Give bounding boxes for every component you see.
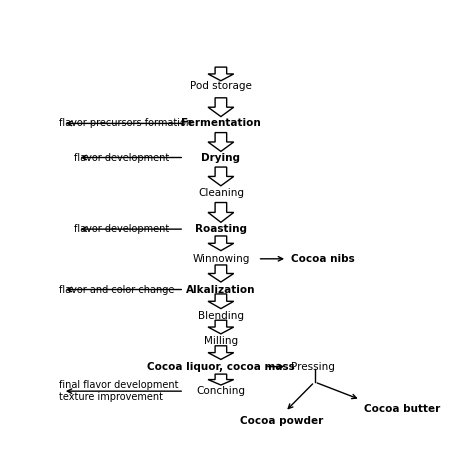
Polygon shape	[208, 294, 234, 309]
Polygon shape	[208, 98, 234, 117]
Text: Fermentation: Fermentation	[181, 118, 261, 128]
Text: Pressing: Pressing	[291, 362, 335, 372]
Polygon shape	[208, 133, 234, 151]
Text: Alkalization: Alkalization	[186, 284, 255, 294]
Text: Cocoa liquor, cocoa mass: Cocoa liquor, cocoa mass	[147, 362, 295, 372]
Polygon shape	[208, 167, 234, 186]
Text: flavor development: flavor development	[74, 153, 169, 163]
Polygon shape	[208, 236, 234, 251]
Text: flavor precursors formation: flavor precursors formation	[59, 118, 192, 128]
Text: Roasting: Roasting	[195, 224, 247, 234]
Text: Cocoa butter: Cocoa butter	[364, 404, 440, 414]
Text: Milling: Milling	[204, 336, 238, 346]
Text: Cocoa nibs: Cocoa nibs	[291, 254, 355, 264]
Polygon shape	[208, 346, 234, 359]
Text: final flavor development
texture improvement: final flavor development texture improve…	[59, 380, 179, 402]
Polygon shape	[208, 265, 234, 282]
Polygon shape	[208, 320, 234, 334]
Text: Cleaning: Cleaning	[198, 188, 244, 198]
Text: Pod storage: Pod storage	[190, 81, 252, 91]
Text: flavor and color change: flavor and color change	[59, 284, 174, 294]
Text: Blending: Blending	[198, 311, 244, 321]
Text: flavor development: flavor development	[74, 224, 169, 234]
Text: Winnowing: Winnowing	[192, 254, 250, 264]
Text: Drying: Drying	[201, 153, 240, 163]
Text: Conching: Conching	[196, 386, 246, 396]
Polygon shape	[208, 202, 234, 222]
Polygon shape	[208, 374, 234, 385]
Polygon shape	[208, 67, 234, 81]
Text: Cocoa powder: Cocoa powder	[240, 416, 323, 426]
